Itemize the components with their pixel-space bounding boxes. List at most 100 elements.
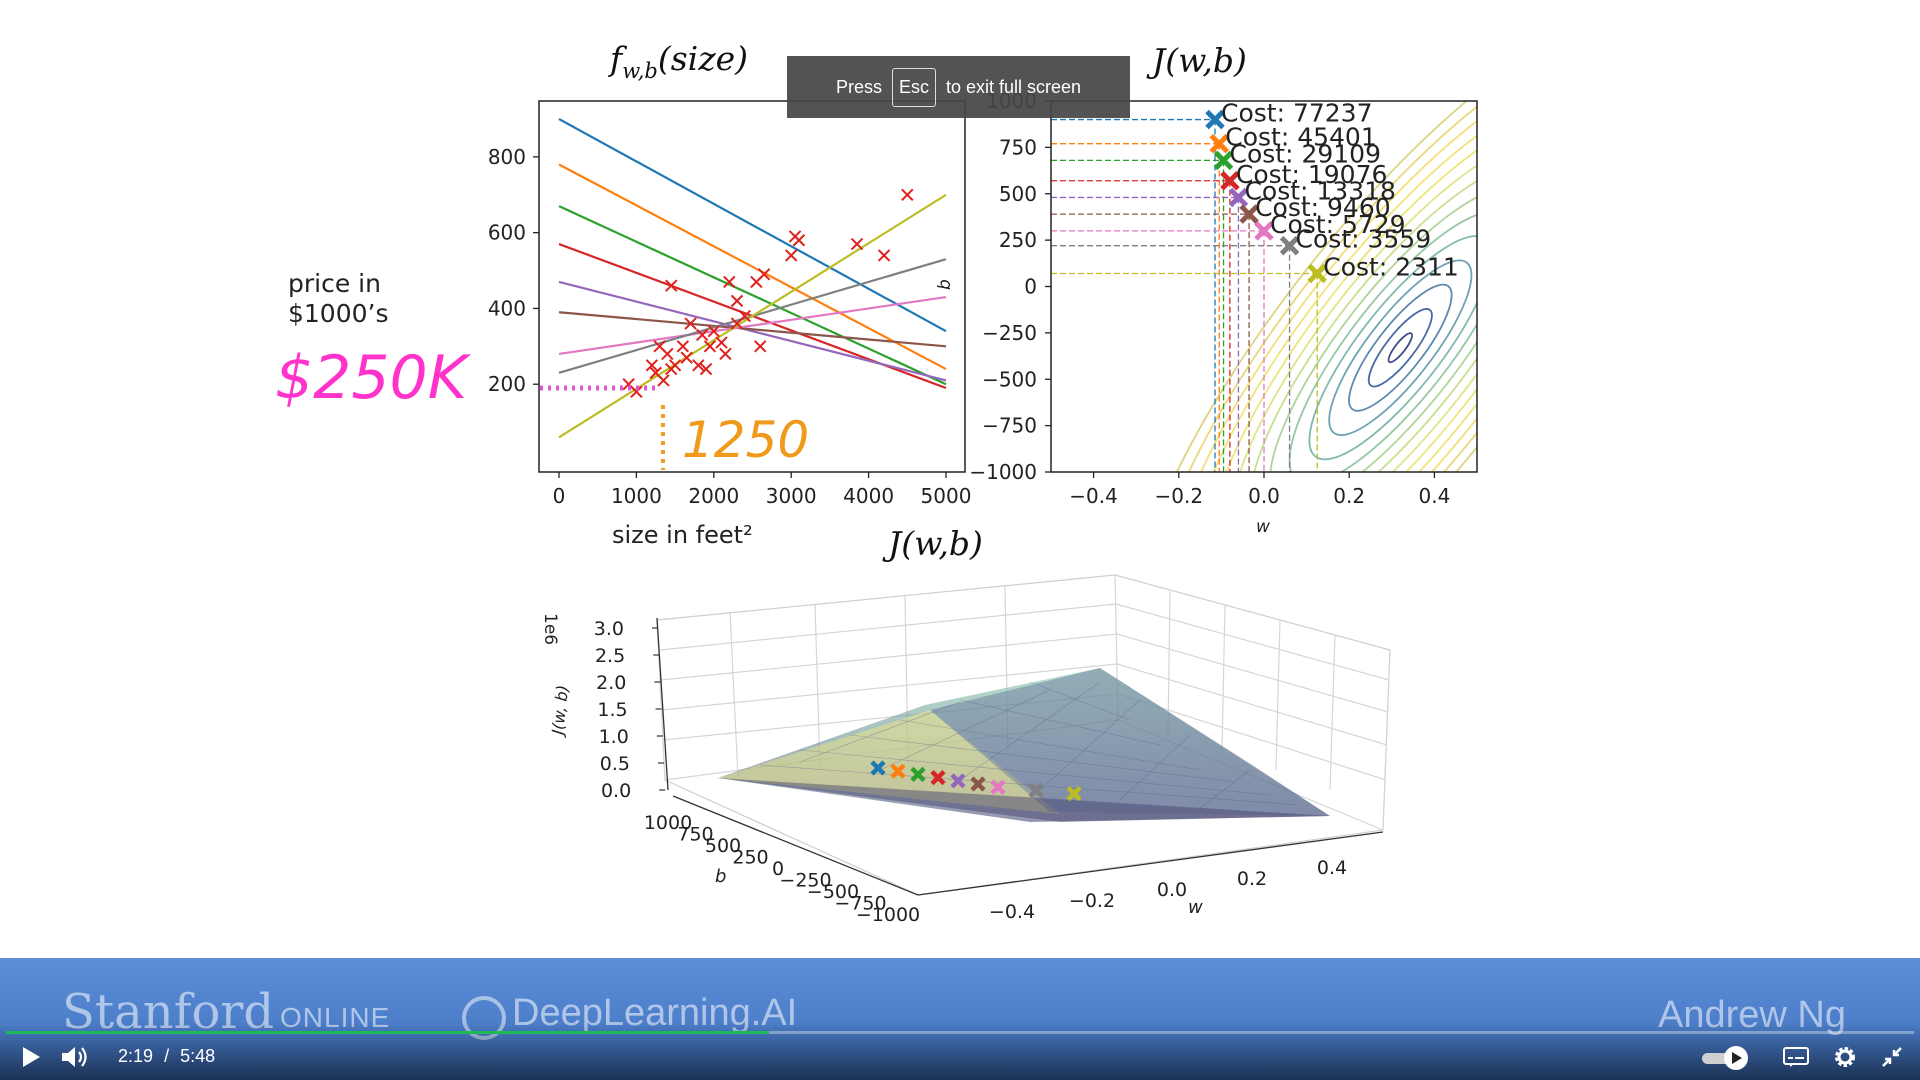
point-stroke: [703, 340, 717, 353]
x-tick-label: 3000: [766, 484, 817, 508]
y-tick-label: 600: [488, 221, 526, 245]
w-tick-label: 0.0: [1157, 879, 1187, 901]
x-tick-label: 0.4: [1418, 484, 1450, 508]
price-label-line2: $1000’s: [288, 299, 389, 328]
training-point: [715, 336, 728, 349]
contour-line: [1249, 162, 1477, 472]
point-stroke: [719, 347, 732, 361]
point-stroke: [757, 268, 771, 281]
surface-step: [950, 773, 966, 789]
training-point: [784, 249, 798, 262]
left-y-ticks: 200 400 600 800: [488, 145, 539, 396]
b-tick-label: −750: [834, 893, 886, 915]
time-separator: /: [164, 1046, 170, 1066]
point-stroke: [684, 317, 697, 330]
contour-line: [1189, 101, 1477, 472]
cost-label: Cost: 9460: [1255, 193, 1391, 222]
training-point: [901, 188, 914, 201]
surface-step: [910, 766, 926, 782]
regression-lines: [558, 118, 947, 439]
y-tick-label: −750: [982, 414, 1037, 438]
y-tick-label: −250: [982, 321, 1037, 345]
contour-line: [1268, 186, 1477, 472]
training-point: [665, 279, 678, 292]
progress-fill: [6, 1031, 770, 1034]
contour-line: [1387, 332, 1413, 364]
gradient-step: [1213, 150, 1234, 171]
point-stroke: [657, 374, 670, 387]
x-tick-label: 0.0: [1248, 484, 1280, 508]
point-stroke: [645, 359, 659, 372]
x-tick-label: −0.4: [1069, 484, 1118, 508]
exit-fullscreen-icon[interactable]: [1880, 1045, 1904, 1069]
contour-line: [1209, 113, 1477, 472]
x-tick-label: 0.2: [1333, 484, 1365, 508]
point-stroke: [877, 249, 891, 262]
captions-icon[interactable]: [1782, 1046, 1810, 1068]
b-tick-label: −500: [807, 881, 859, 903]
cost-surface: [718, 668, 1330, 822]
play-icon[interactable]: [20, 1045, 42, 1069]
surface-step-marker: [1066, 786, 1082, 802]
training-point: [730, 294, 744, 308]
point-stroke: [850, 237, 864, 251]
settings-gear-icon[interactable]: [1832, 1044, 1858, 1070]
gradient-step: [1279, 235, 1300, 256]
point-stroke: [661, 347, 674, 361]
gradient-step: [1254, 221, 1274, 241]
contour-line: [1288, 210, 1477, 472]
left-plot-title: fw,b(size): [607, 39, 748, 83]
surface-w-label: w: [1188, 897, 1203, 918]
z-tick-label: 2.5: [595, 645, 625, 667]
x-tick-label: 0: [553, 484, 566, 508]
toast-suffix: to exit full screen: [945, 76, 1082, 97]
cost-label: Cost: 29109: [1230, 139, 1381, 168]
fullscreen-toast: Press Esc to exit full screen: [787, 56, 1130, 118]
x-tick-label: −0.2: [1155, 484, 1204, 508]
training-point: [723, 275, 736, 289]
autoplay-toggle[interactable]: [1700, 1044, 1750, 1072]
regression-line: [558, 205, 947, 386]
gradient-step: [1228, 187, 1249, 208]
step-marker: [1254, 221, 1274, 241]
volume-icon[interactable]: [60, 1044, 90, 1070]
toast-press: Press: [835, 76, 882, 97]
surface-step: [1066, 786, 1082, 802]
progress-bar[interactable]: [6, 1031, 1914, 1034]
annotation-size: 1250: [682, 411, 809, 469]
y-tick-label: 500: [999, 182, 1037, 206]
point-stroke: [730, 294, 744, 308]
step-marker: [1279, 235, 1300, 256]
z-tick-label: 1.5: [597, 699, 627, 721]
gradient-step: [1205, 109, 1225, 130]
surface-plot: J(w,b): [540, 524, 1391, 926]
training-point: [703, 340, 717, 353]
cost-label: Cost: 45401: [1225, 123, 1376, 152]
contour-line: [1328, 259, 1473, 436]
contour-b-label: b: [935, 279, 955, 290]
surface-step: [890, 763, 906, 779]
surface-gradient-steps: [870, 760, 1082, 802]
training-point: [692, 359, 705, 372]
point-stroke: [653, 340, 666, 353]
training-point: [699, 362, 713, 376]
contour-line: [1150, 101, 1477, 472]
training-point: [668, 359, 682, 372]
training-point: [707, 324, 721, 338]
surface-step: [930, 770, 946, 786]
point-stroke: [792, 234, 806, 247]
time-total: 5:48: [180, 1046, 216, 1066]
contour-line: [1348, 283, 1453, 412]
cost-label: Cost: 19076: [1236, 160, 1387, 189]
regression-line: [558, 118, 947, 333]
point-stroke: [622, 378, 635, 391]
y-tick-label: 250: [999, 228, 1037, 252]
training-point: [754, 340, 767, 353]
training-point: [738, 309, 751, 323]
y-tick-label: −1000: [969, 460, 1037, 484]
surface-z-label: J(w, b): [548, 684, 572, 738]
b-tick-label: 750: [677, 824, 713, 846]
point-stroke: [723, 275, 736, 289]
